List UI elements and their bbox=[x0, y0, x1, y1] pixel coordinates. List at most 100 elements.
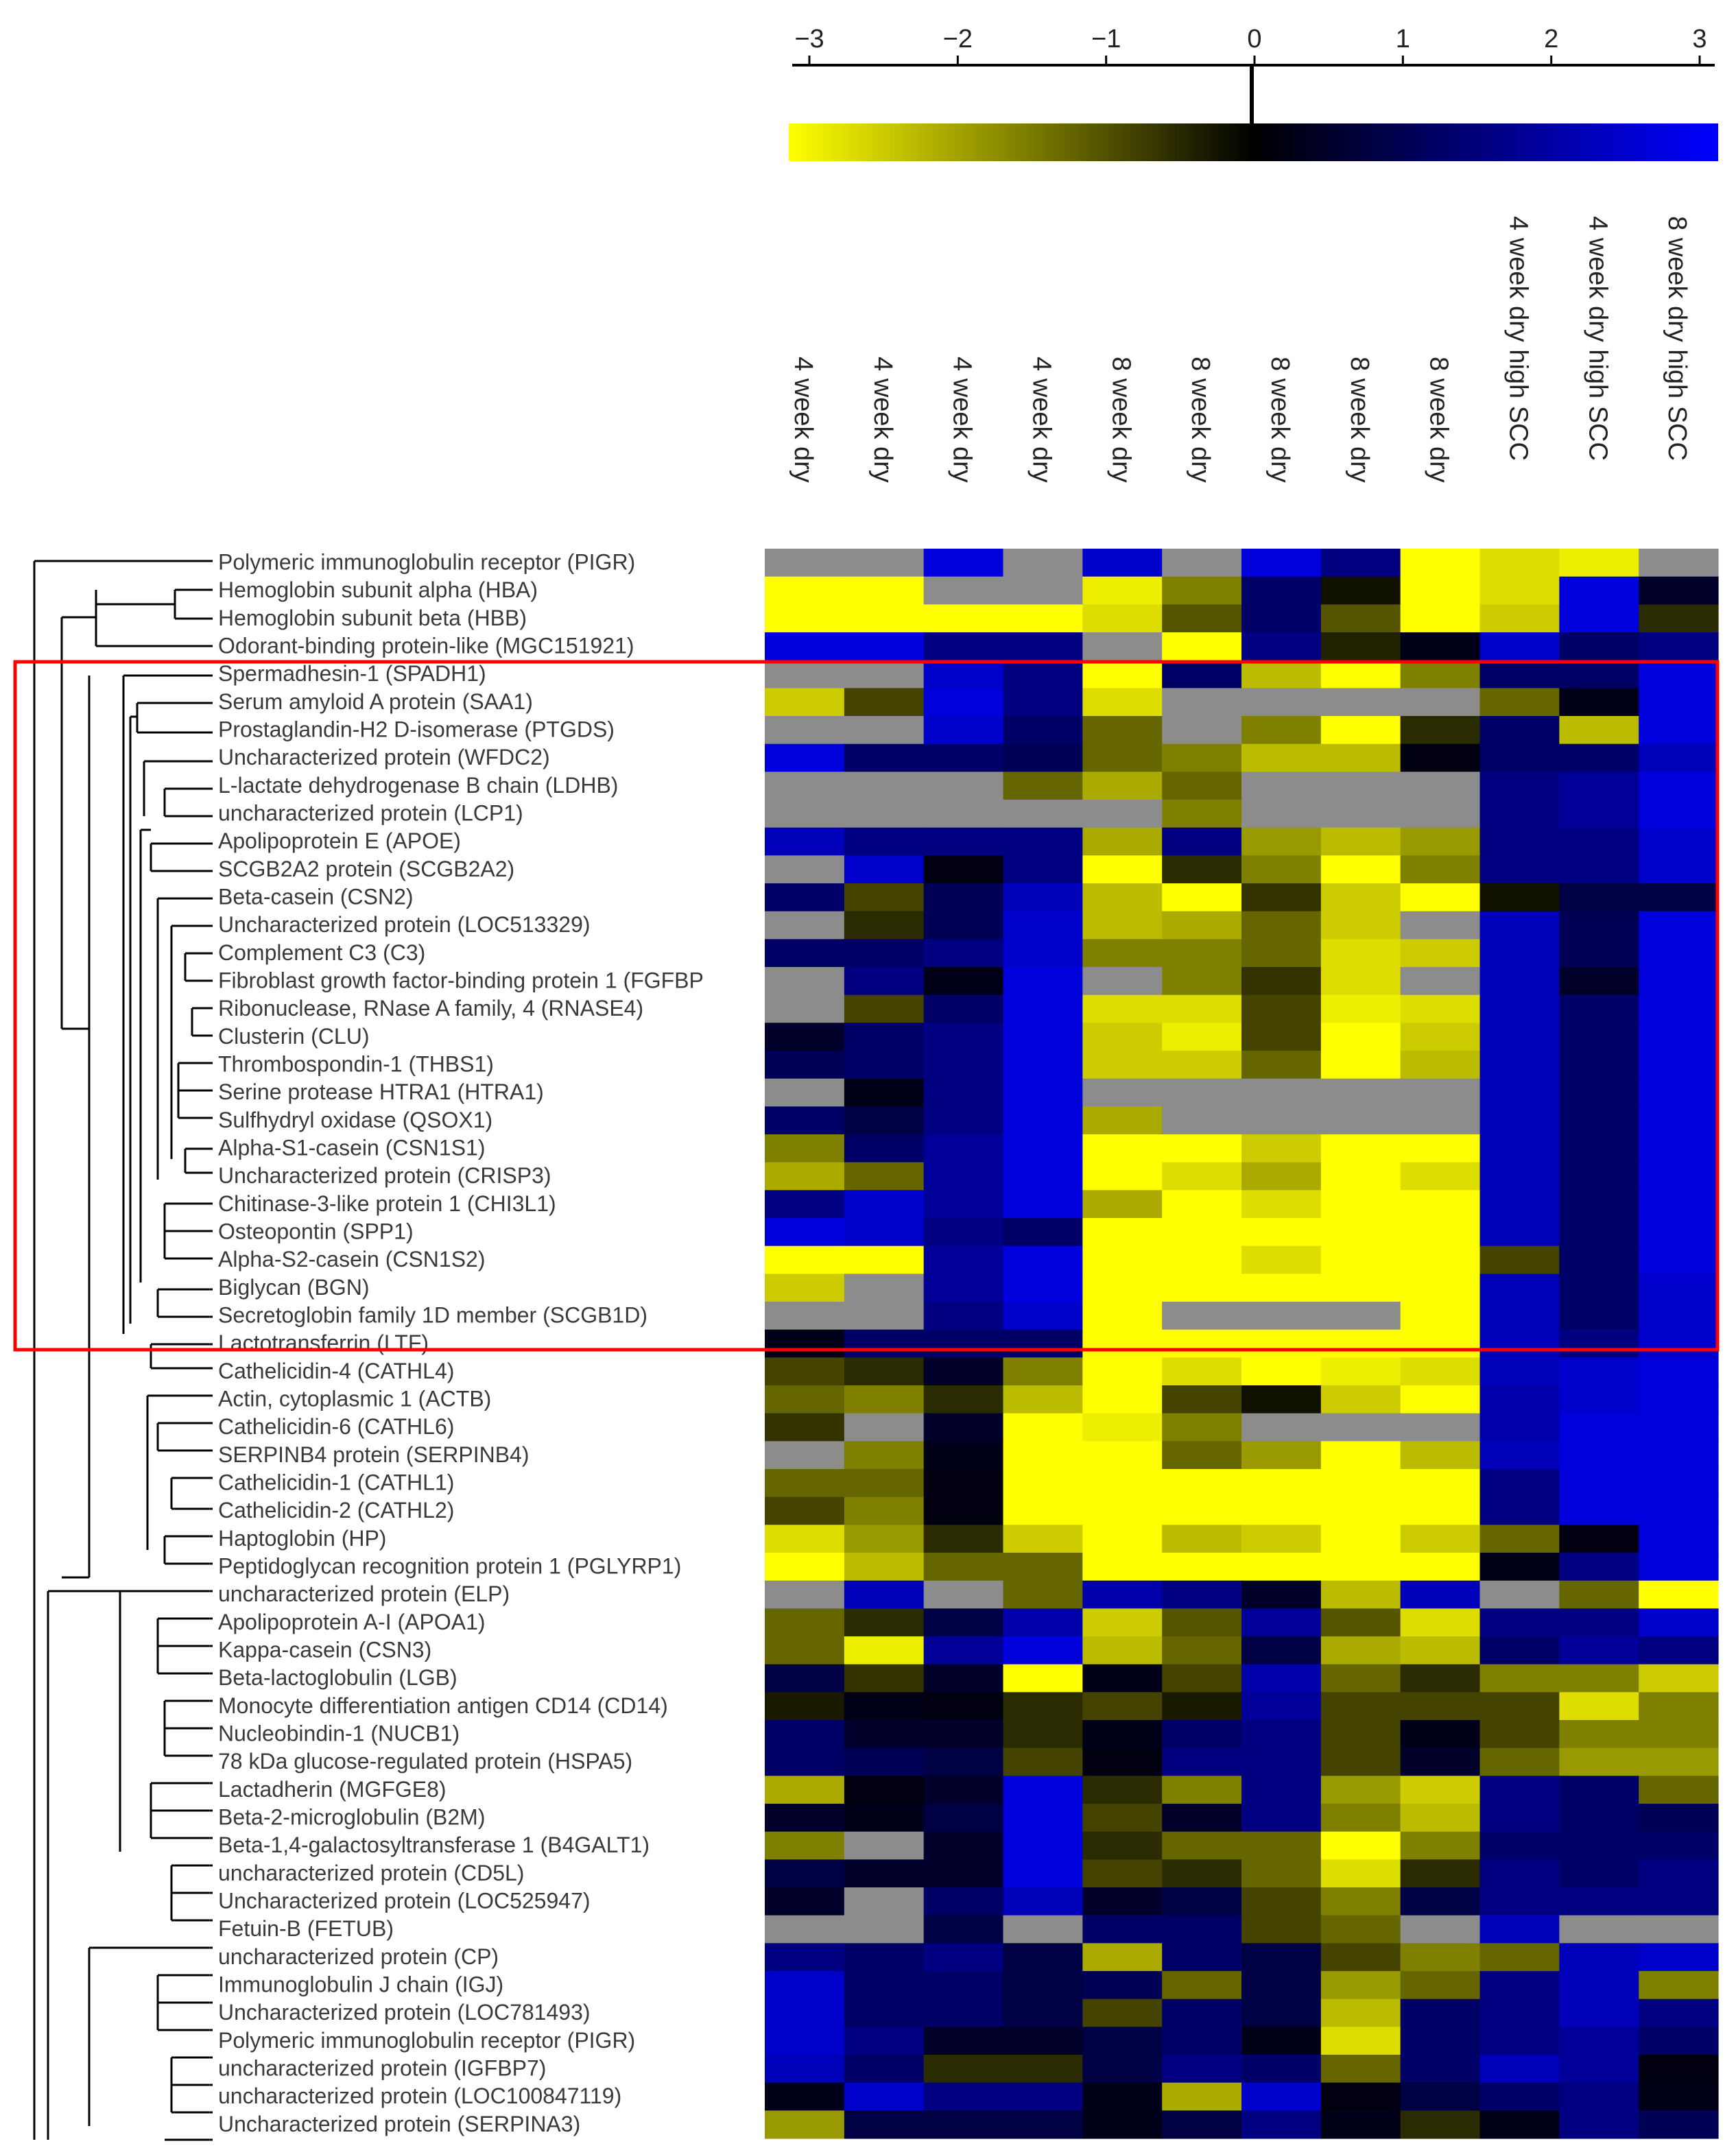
heatmap-cell bbox=[1559, 1190, 1639, 1219]
heatmap-cell bbox=[765, 1747, 845, 1776]
row-label: uncharacterized protein (LOC100847119) bbox=[218, 2084, 621, 2108]
heatmap-cell bbox=[1639, 1747, 1719, 1776]
heatmap-cell bbox=[1003, 2055, 1083, 2084]
heatmap-cell bbox=[1082, 1469, 1163, 1498]
heatmap-cell bbox=[1479, 1245, 1560, 1274]
heatmap-cell bbox=[1639, 1776, 1719, 1804]
heatmap-cell bbox=[923, 800, 1004, 828]
heatmap-cell bbox=[1082, 1971, 1163, 2000]
heatmap-cell bbox=[1082, 549, 1163, 577]
heatmap-cell bbox=[1241, 2027, 1322, 2055]
heatmap-cell bbox=[1479, 800, 1560, 828]
heatmap-cell bbox=[1082, 772, 1163, 800]
row-label: Actin, cytoplasmic 1 (ACTB) bbox=[218, 1387, 491, 1411]
heatmap-cell bbox=[1639, 1245, 1719, 1274]
heatmap-cell bbox=[765, 1608, 845, 1637]
heatmap-cell bbox=[1559, 1692, 1639, 1721]
heatmap-cell bbox=[1003, 1329, 1083, 1358]
heatmap-cell bbox=[765, 911, 845, 940]
heatmap-cell bbox=[923, 1078, 1004, 1107]
heatmap-cell bbox=[1162, 883, 1242, 912]
row-label: Cathelicidin-1 (CATHL1) bbox=[218, 1470, 454, 1495]
heatmap-cell bbox=[1082, 967, 1163, 996]
heatmap-cell bbox=[1479, 1636, 1560, 1665]
heatmap-cell bbox=[1162, 1998, 1242, 2027]
row-label: Chitinase-3-like protein 1 (CHI3L1) bbox=[218, 1191, 556, 1216]
heatmap-cell bbox=[1241, 1971, 1322, 2000]
heatmap-cell bbox=[923, 1134, 1004, 1163]
heatmap-cell bbox=[1400, 1998, 1481, 2027]
heatmap-cell bbox=[844, 1943, 925, 1972]
heatmap-cell bbox=[1639, 632, 1719, 661]
heatmap-cell bbox=[1479, 855, 1560, 884]
heatmap-cell bbox=[1320, 1134, 1401, 1163]
heatmap-cell bbox=[1400, 688, 1481, 717]
heatmap-cell bbox=[1241, 576, 1322, 605]
heatmap-cell bbox=[1003, 2082, 1083, 2111]
heatmap-cell bbox=[844, 1776, 925, 1804]
row-label: Odorant-binding protein-like (MGC151921) bbox=[218, 634, 634, 658]
heatmap-cell bbox=[1003, 939, 1083, 968]
heatmap-cell bbox=[1003, 1971, 1083, 2000]
heatmap-cell bbox=[844, 2082, 925, 2111]
row-label: Nucleobindin-1 (NUCB1) bbox=[218, 1721, 460, 1746]
heatmap-cell bbox=[923, 883, 1004, 912]
heatmap-cell bbox=[923, 1190, 1004, 1219]
heatmap-cell bbox=[923, 1218, 1004, 1247]
heatmap-cell bbox=[1400, 1915, 1481, 1944]
heatmap-cell bbox=[1639, 1385, 1719, 1414]
heatmap-cell bbox=[1479, 994, 1560, 1023]
heatmap-cell bbox=[1559, 632, 1639, 661]
heatmap-cell bbox=[1082, 632, 1163, 661]
heatmap-cell bbox=[1082, 1747, 1163, 1776]
heatmap-cell bbox=[1400, 2110, 1481, 2139]
heatmap-cell bbox=[765, 1804, 845, 1833]
heatmap-cell bbox=[765, 939, 845, 968]
heatmap-cell bbox=[1320, 1441, 1401, 1470]
heatmap-cell bbox=[765, 883, 845, 912]
heatmap-cell bbox=[1639, 1274, 1719, 1302]
heatmap-cell bbox=[765, 1580, 845, 1609]
heatmap-cell bbox=[1559, 827, 1639, 856]
heatmap-cell bbox=[923, 1971, 1004, 2000]
heatmap-cell bbox=[844, 1692, 925, 1721]
heatmap-cell bbox=[923, 1608, 1004, 1637]
heatmap-cell bbox=[1559, 688, 1639, 717]
heatmap-cell bbox=[1241, 1385, 1322, 1414]
heatmap-cell bbox=[1162, 1580, 1242, 1609]
heatmap-cell bbox=[1639, 1831, 1719, 1860]
heatmap-cell bbox=[844, 1553, 925, 1582]
heatmap-cell bbox=[844, 1496, 925, 1525]
heatmap-cell bbox=[923, 1441, 1004, 1470]
heatmap-cell bbox=[1320, 1636, 1401, 1665]
row-label: Uncharacterized protein (LOC513329) bbox=[218, 912, 591, 937]
heatmap-cell bbox=[1320, 1469, 1401, 1498]
heatmap-cell bbox=[923, 2110, 1004, 2139]
heatmap-cell bbox=[923, 855, 1004, 884]
row-label: Ribonuclease, RNase A family, 4 (RNASE4) bbox=[218, 996, 643, 1021]
heatmap-cell bbox=[765, 1385, 845, 1414]
heatmap-cell bbox=[844, 549, 925, 577]
heatmap-cell bbox=[1479, 1580, 1560, 1609]
heatmap-cell bbox=[923, 632, 1004, 661]
heatmap-cell bbox=[844, 576, 925, 605]
heatmap-cell bbox=[1639, 1971, 1719, 2000]
heatmap-cell bbox=[1479, 1051, 1560, 1079]
heatmap-cell bbox=[1639, 1915, 1719, 1944]
heatmap-cell bbox=[1639, 1134, 1719, 1163]
heatmap-cell bbox=[1241, 1469, 1322, 1498]
heatmap-cell bbox=[1162, 1636, 1242, 1665]
row-label: Hemoglobin subunit beta (HBB) bbox=[218, 606, 527, 630]
heatmap-cell bbox=[765, 1134, 845, 1163]
heatmap-cell bbox=[1320, 967, 1401, 996]
heatmap-cell bbox=[1400, 883, 1481, 912]
heatmap-cell bbox=[1479, 604, 1560, 633]
heatmap-cell bbox=[1082, 1051, 1163, 1079]
heatmap-cell bbox=[1320, 855, 1401, 884]
heatmap-cell bbox=[1082, 1720, 1163, 1749]
heatmap-cell bbox=[1479, 1357, 1560, 1386]
heatmap-cell bbox=[844, 1190, 925, 1219]
colorbar-gradient bbox=[789, 123, 1718, 161]
heatmap-cell bbox=[1400, 1553, 1481, 1582]
